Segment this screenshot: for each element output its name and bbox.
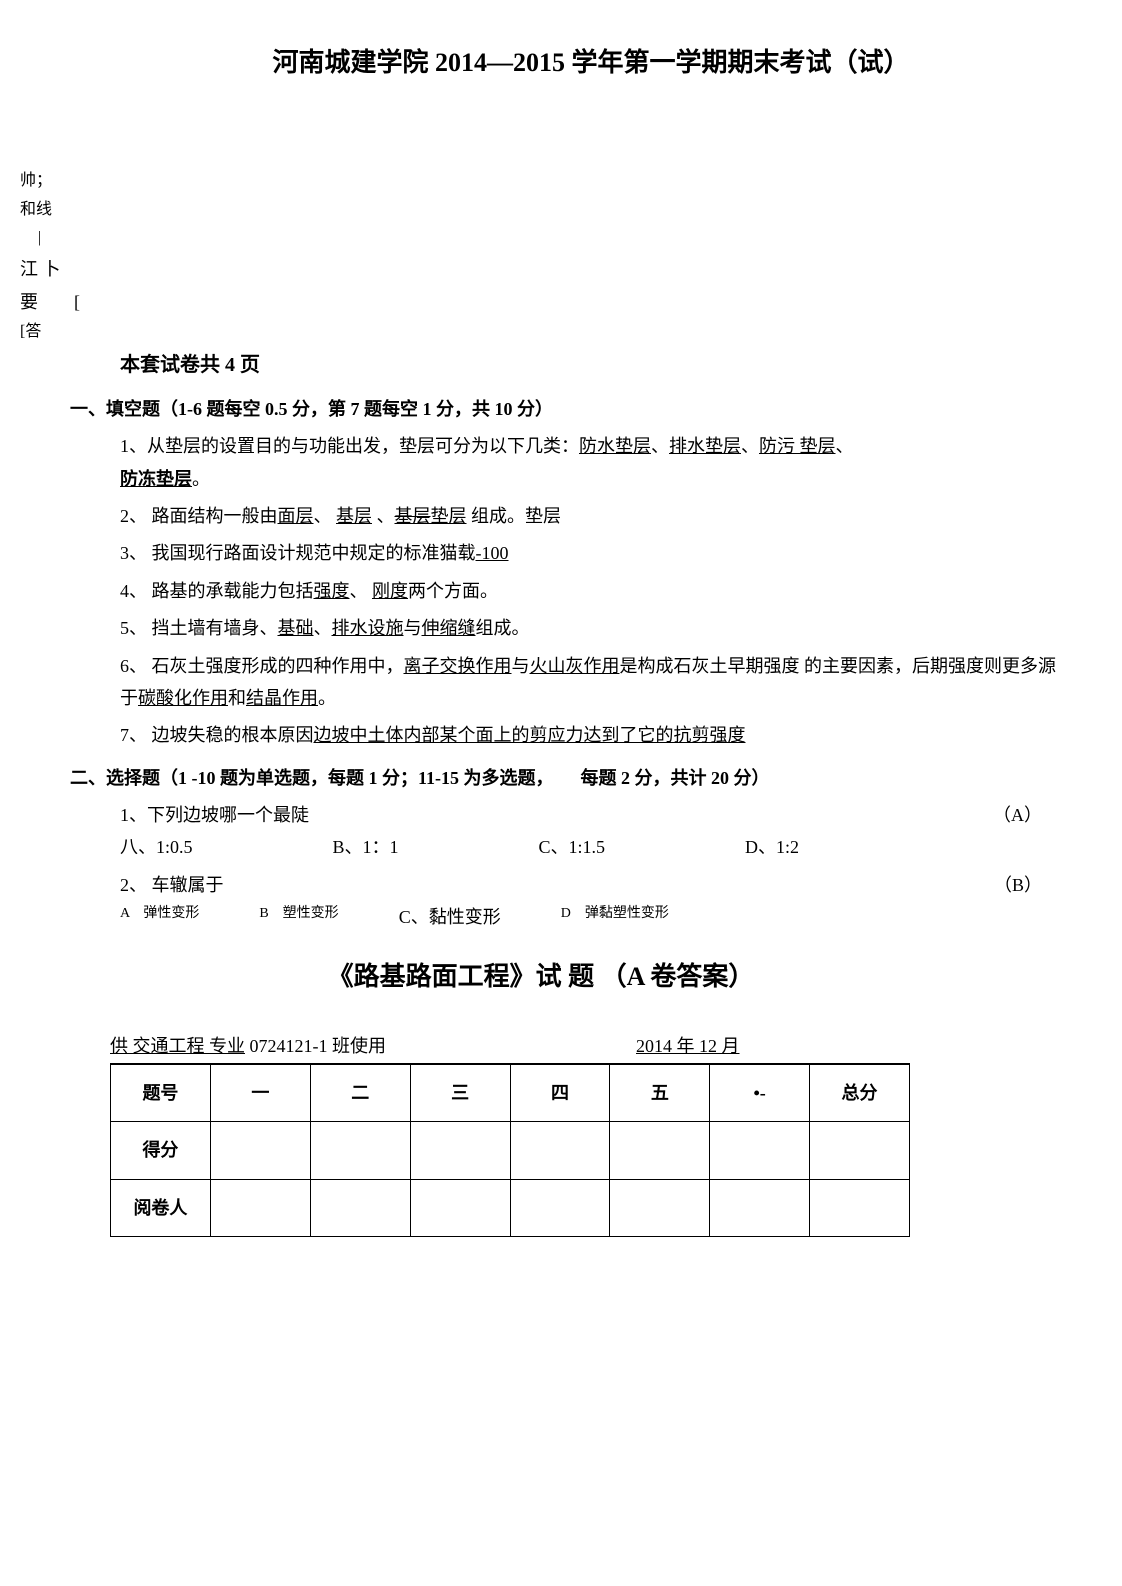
- exam-title: 河南城建学院 2014—2015 学年第一学期期末考试（试）: [20, 40, 1062, 87]
- q2-options: A 弹性变形 B 塑性变形 C、黏性变形 D 弹黏塑性变形: [120, 901, 1062, 933]
- choice-q1: 1、下列边坡哪一个最陡 （A）: [120, 799, 1062, 831]
- fill-q2: 2、 路面结构一般由面层、 基层 、基层垫层 组成。垫层: [120, 500, 1062, 532]
- fill-q3: 3、 我国现行路面设计规范中规定的标准猫载-100: [120, 537, 1062, 569]
- section-2-header: 二、选择题（1 -10 题为单选题，每题 1 分；11-15 为多选题， 每题 …: [70, 762, 1062, 794]
- table-header-row: 题号 一 二 三 四 五 •- 总分: [111, 1064, 910, 1121]
- fill-q4: 4、 路基的承载能力包括强度、 刚度两个方面。: [120, 575, 1062, 607]
- q2-answer: （B）: [994, 869, 1042, 901]
- pages-note: 本套试卷共 4 页: [120, 347, 1062, 383]
- fill-q1-cont: 防冻垫层。: [120, 463, 1062, 495]
- fill-q5: 5、 挡土墙有墙身、基础、排水设施与伸缩缝组成。: [120, 612, 1062, 644]
- choice-q2: 2、 车辙属于 （B）: [120, 869, 1062, 901]
- score-table: 题号 一 二 三 四 五 •- 总分 得分 阅卷人: [110, 1064, 910, 1237]
- course-title: 《路基路面工程》试 题 （A 卷答案）: [20, 954, 1062, 1001]
- side-marker-1: 帅； 和线 |: [20, 167, 1062, 253]
- fill-q7: 7、 边坡失稳的根本原因边坡中土体内部某个面上的剪应力达到了它的抗剪强度: [120, 719, 1062, 751]
- meta-row: 供 交通工程 专业 0724121-1 班使用 2014 年 12 月: [110, 1030, 910, 1063]
- table-score-row: 得分: [111, 1122, 910, 1179]
- fill-q1: 1、从垫层的设置目的与功能出发，垫层可分为以下几类：防水垫层、排水垫层、防污 垫…: [120, 430, 1062, 462]
- table-reviewer-row: 阅卷人: [111, 1179, 910, 1236]
- side-marker-3: 要 [: [20, 286, 1062, 318]
- section-1-header: 一、填空题（1-6 题每空 0.5 分，第 7 题每空 1 分，共 10 分）: [70, 393, 1062, 425]
- class-info: 供 交通工程 专业 0724121-1 班使用: [110, 1030, 386, 1062]
- q1-answer: （A）: [993, 799, 1042, 831]
- side-marker-4: [答: [20, 318, 1062, 347]
- fill-q6: 6、 石灰土强度形成的四种作用中，离子交换作用与火山灰作用是构成石灰土早期强度 …: [120, 650, 1062, 715]
- exam-date: 2014 年 12 月: [636, 1030, 740, 1062]
- q1-options: 八、1:0.5 B、1：1 C、1:1.5 D、1:2: [120, 831, 1062, 863]
- side-marker-2: 江 卜: [20, 253, 1062, 285]
